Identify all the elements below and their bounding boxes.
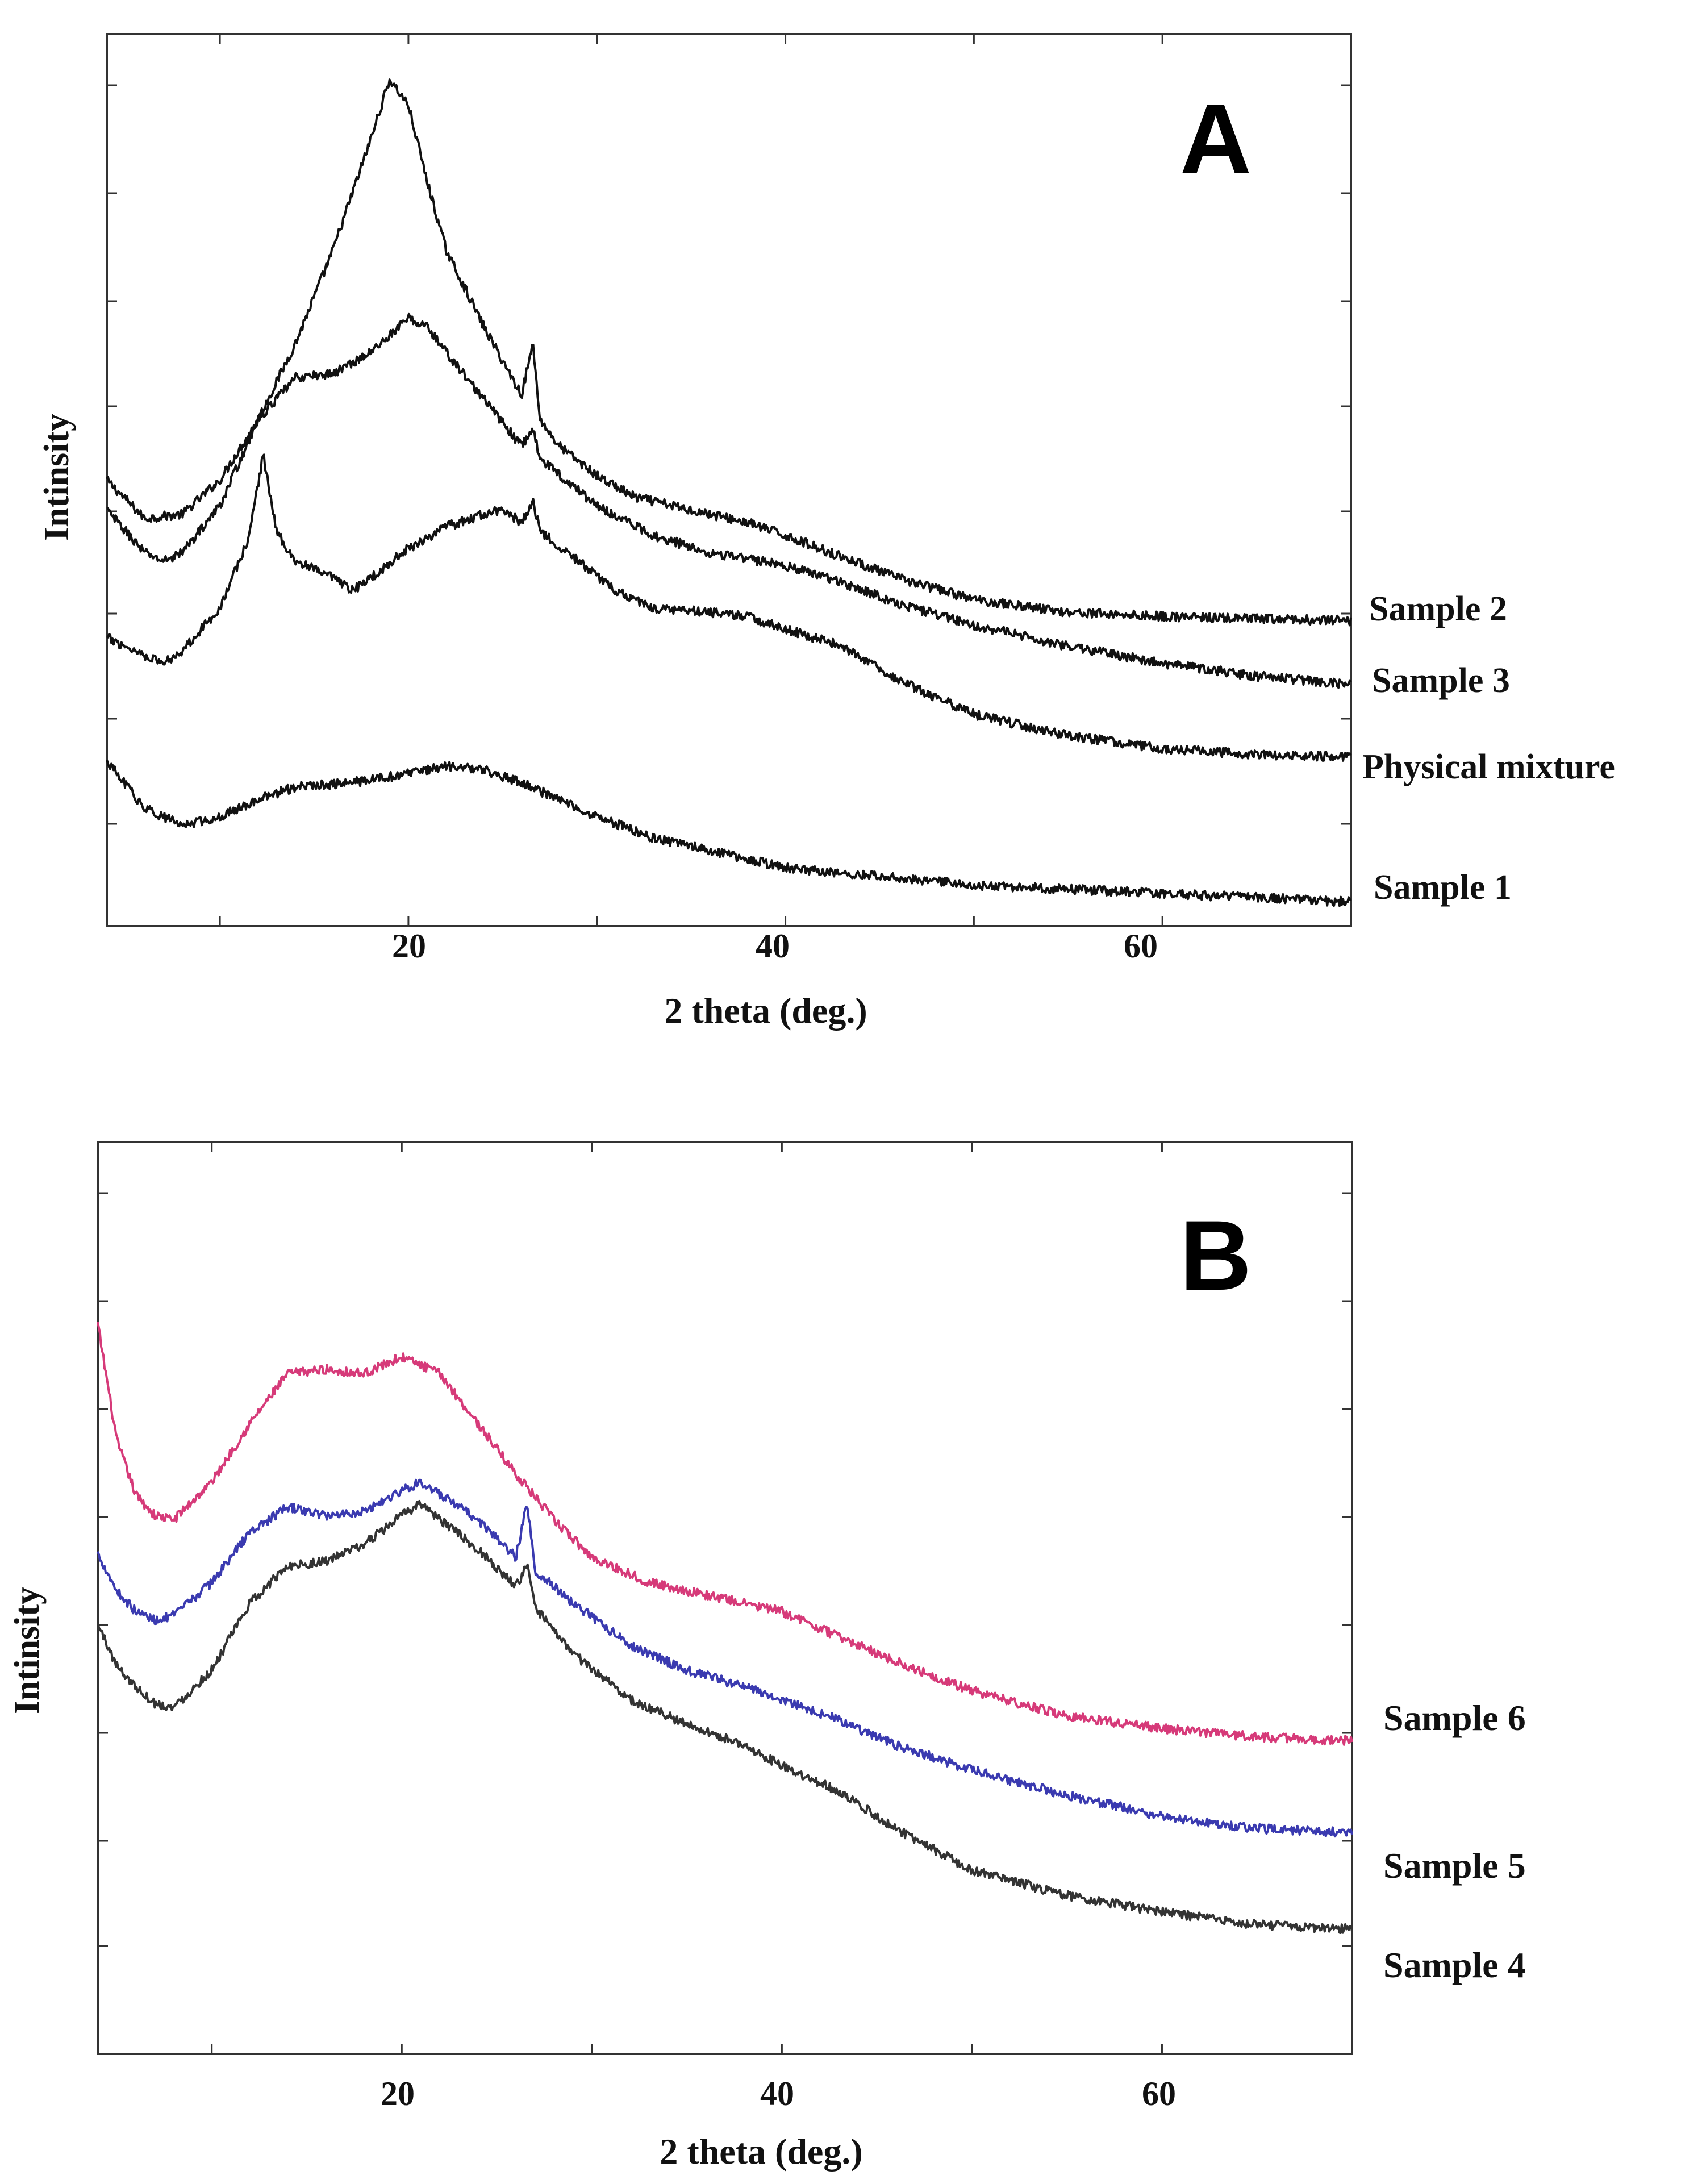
panel-a-series-sample-2 xyxy=(106,78,1352,627)
panel-b-frame xyxy=(97,1141,1353,2055)
panel-b-xtick-20: 20 xyxy=(381,2075,415,2112)
panel-a-traces xyxy=(106,78,1352,907)
panel-b: 20 40 60 2 theta (deg.) Intinsity B Samp… xyxy=(8,1141,1526,2172)
panel-b-traces xyxy=(97,1322,1353,1934)
panel-a-label-sample-3: Sample 3 xyxy=(1372,661,1510,700)
panel-a-y-axis-title: Intinsity xyxy=(37,414,76,541)
panel-b-letter: B xyxy=(1180,1201,1252,1311)
panel-a-label-physical-mixture: Physical mixture xyxy=(1362,748,1615,786)
panel-a-xtick-20: 20 xyxy=(392,927,426,965)
panel-a-xtick-40: 40 xyxy=(756,927,790,965)
panel-b-label-sample-4: Sample 4 xyxy=(1383,1945,1526,1985)
panel-b-label-sample-6: Sample 6 xyxy=(1383,1698,1526,1738)
panel-b-xtick-40: 40 xyxy=(760,2075,794,2112)
panel-a: 20 40 60 2 theta (deg.) Intinsity A Samp… xyxy=(37,33,1615,1031)
panel-b-series-sample-5 xyxy=(97,1478,1353,1838)
panel-b-series-sample-4 xyxy=(97,1499,1353,1934)
panel-b-y-axis-title: Intinsity xyxy=(8,1587,47,1714)
panel-a-series-sample-3 xyxy=(106,312,1352,689)
panel-a-ticks xyxy=(107,34,1351,926)
panel-a-x-axis-title: 2 theta (deg.) xyxy=(664,990,867,1031)
panel-a-xtick-60: 60 xyxy=(1124,927,1158,965)
panel-b-x-axis-title: 2 theta (deg.) xyxy=(660,2131,862,2172)
panel-a-series-sample-1 xyxy=(106,759,1352,907)
panel-a-series-physical-mixture xyxy=(106,453,1352,762)
panel-b-label-sample-5: Sample 5 xyxy=(1383,1845,1526,1886)
panel-a-label-sample-2: Sample 2 xyxy=(1369,590,1507,628)
panel-a-frame xyxy=(106,33,1352,927)
panel-a-letter: A xyxy=(1180,84,1252,195)
panel-b-ticks xyxy=(98,1142,1352,2054)
panel-a-label-sample-1: Sample 1 xyxy=(1374,868,1512,907)
panel-b-xtick-60: 60 xyxy=(1142,2075,1176,2112)
panel-b-series-sample-6 xyxy=(97,1322,1353,1746)
